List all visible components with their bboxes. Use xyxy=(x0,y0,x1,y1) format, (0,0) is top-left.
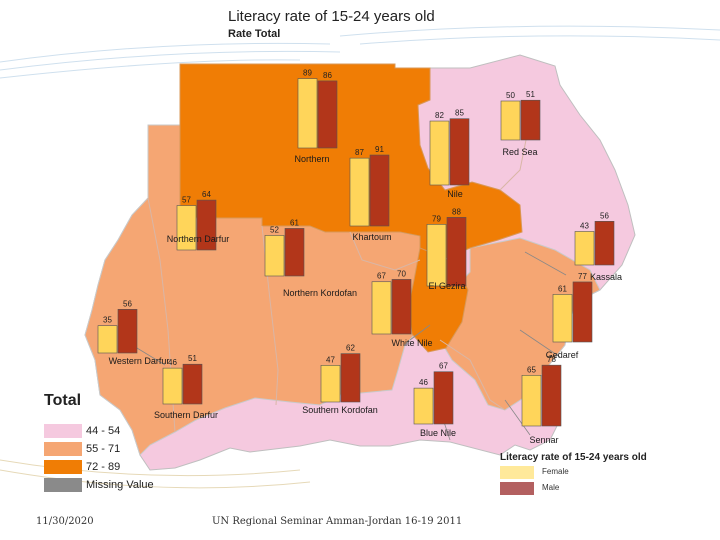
state-label-northern: Northern xyxy=(294,154,329,164)
value-label-white-nile-male: 70 xyxy=(397,269,406,278)
value-label-red-sea-male: 51 xyxy=(526,90,535,99)
value-label-khartoum-female: 87 xyxy=(355,148,364,157)
state-label-blue-nile: Blue Nile xyxy=(420,428,456,438)
legend-swatch xyxy=(44,478,82,492)
state-label-gedaref: Gedaref xyxy=(546,350,579,360)
value-label-northern-kordofan-female: 52 xyxy=(270,225,279,234)
value-label-northern-female: 89 xyxy=(303,69,312,78)
bar-khartoum-male xyxy=(369,154,390,227)
state-label-northern-darfur: Northern Darfur xyxy=(167,234,230,244)
bar-nile-male xyxy=(449,118,470,186)
footer-event: UN Regional Seminar Amman-Jordan 16-19 2… xyxy=(212,516,463,527)
value-label-western-darfur-male: 56 xyxy=(123,299,132,308)
bar-gedaref-female xyxy=(552,294,573,343)
legend-swatch xyxy=(44,424,82,438)
state-label-kassala: Kassala xyxy=(590,272,622,282)
value-label-nile-male: 85 xyxy=(455,109,464,118)
bar-white-nile-female xyxy=(371,281,392,335)
bar-sennar-male xyxy=(541,364,562,427)
bar-southern-kordofan-female xyxy=(320,365,341,403)
footer-date: 11/30/2020 xyxy=(36,516,94,527)
value-label-el-gezira-female: 79 xyxy=(432,214,441,223)
bar-northern-darfur-female xyxy=(176,205,197,251)
bar-el-gezira-female xyxy=(426,224,447,287)
value-label-blue-nile-female: 46 xyxy=(419,378,428,387)
legend-swatch xyxy=(44,442,82,456)
value-label-southern-kordofan-female: 47 xyxy=(326,355,335,364)
bar-northern-male xyxy=(317,80,338,149)
value-label-northern-darfur-female: 57 xyxy=(182,196,191,205)
sex-swatch xyxy=(500,466,534,479)
bar-kassala-male xyxy=(594,221,615,266)
value-label-kassala-male: 56 xyxy=(600,211,609,220)
value-label-khartoum-male: 91 xyxy=(375,145,384,154)
bar-white-nile-male xyxy=(391,279,412,335)
value-label-southern-darfur-female: 46 xyxy=(168,358,177,367)
value-label-gedaref-male: 77 xyxy=(578,272,587,281)
value-label-white-nile-female: 67 xyxy=(377,272,386,281)
bar-red-sea-male xyxy=(520,99,541,141)
value-label-northern-kordofan-male: 61 xyxy=(290,218,299,227)
map-title: Literacy rate of 15-24 years old xyxy=(228,8,435,25)
bar-khartoum-female xyxy=(349,157,370,227)
sex-label: Male xyxy=(542,483,560,492)
legend-title: Total xyxy=(44,392,82,409)
bar-red-sea-female xyxy=(500,100,521,141)
value-label-kassala-female: 43 xyxy=(580,221,589,230)
value-label-nile-female: 82 xyxy=(435,111,444,120)
value-label-sennar-male: 78 xyxy=(547,355,556,364)
bar-northern-darfur-male xyxy=(196,199,217,251)
state-label-white-nile: White Nile xyxy=(391,338,432,348)
bar-southern-darfur-male xyxy=(182,363,203,405)
bar-el-gezira-male xyxy=(446,217,467,287)
bar-northern-female xyxy=(297,78,318,149)
sex-label: Female xyxy=(542,467,569,476)
legend-label: 55 - 71 xyxy=(86,443,121,455)
state-label-southern-darfur: Southern Darfur xyxy=(154,410,218,420)
sex-legend-title: Literacy rate of 15-24 years old xyxy=(500,452,647,463)
value-label-sennar-female: 65 xyxy=(527,365,536,374)
bar-western-darfur-female xyxy=(97,325,118,354)
value-label-northern-male: 86 xyxy=(323,71,332,80)
state-label-western-darfur: Western Darfur xyxy=(109,356,170,366)
value-label-southern-kordofan-male: 62 xyxy=(346,344,355,353)
value-label-red-sea-female: 50 xyxy=(506,91,515,100)
bar-southern-darfur-female xyxy=(162,367,183,405)
bar-blue-nile-male xyxy=(433,371,454,425)
state-label-red-sea: Red Sea xyxy=(502,147,537,157)
value-label-southern-darfur-male: 51 xyxy=(188,354,197,363)
state-label-sennar: Sennar xyxy=(529,435,558,445)
legend-label: Missing Value xyxy=(86,479,154,491)
value-label-northern-darfur-male: 64 xyxy=(202,190,211,199)
legend-swatch xyxy=(44,460,82,474)
legend-label: 72 - 89 xyxy=(86,461,121,473)
bar-western-darfur-male xyxy=(117,309,138,354)
state-label-el-gezira: El Gezira xyxy=(428,281,465,291)
value-label-gedaref-female: 61 xyxy=(558,284,567,293)
bar-northern-kordofan-male xyxy=(284,228,305,277)
bar-sennar-female xyxy=(521,374,542,427)
state-label-southern-kordofan: Southern Kordofan xyxy=(302,405,378,415)
state-label-khartoum: Khartoum xyxy=(352,232,391,242)
sex-swatch xyxy=(500,482,534,495)
legend-label: 44 - 54 xyxy=(86,425,121,437)
bar-northern-kordofan-female xyxy=(264,235,285,277)
bar-blue-nile-female xyxy=(413,387,434,425)
state-label-northern-kordofan: Northern Kordofan xyxy=(283,288,357,298)
bar-kassala-female xyxy=(574,231,595,266)
value-label-western-darfur-female: 35 xyxy=(103,316,112,325)
bar-nile-female xyxy=(429,120,450,186)
value-label-blue-nile-male: 67 xyxy=(439,362,448,371)
state-label-nile: Nile xyxy=(447,189,463,199)
map-subtitle: Rate Total xyxy=(228,28,281,40)
value-label-el-gezira-male: 88 xyxy=(452,207,461,216)
bar-southern-kordofan-male xyxy=(340,353,361,403)
bar-gedaref-male xyxy=(572,281,593,343)
